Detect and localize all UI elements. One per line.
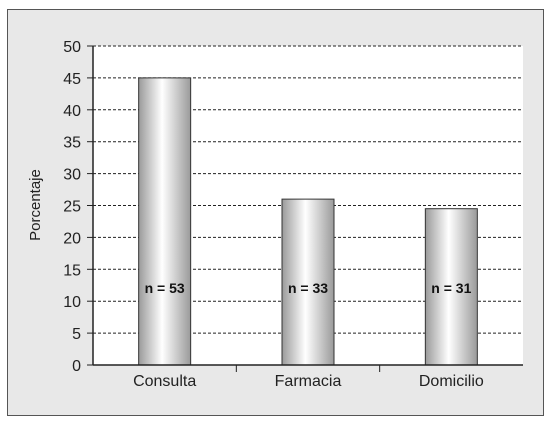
bar-annotation: n = 33 — [288, 280, 328, 296]
y-tick-label: 50 — [63, 39, 81, 56]
x-tick-label: Farmacia — [275, 373, 342, 390]
y-tick-label: 0 — [72, 358, 81, 375]
y-tick-label: 40 — [63, 103, 81, 120]
y-tick-label: 5 — [72, 326, 81, 343]
bar-annotations: n = 53 n = 33 n = 31 — [145, 280, 472, 296]
x-tick-labels: Consulta Farmacia Domicilio — [133, 373, 484, 390]
y-tick-label: 45 — [63, 71, 81, 88]
y-tick-label: 25 — [63, 199, 81, 216]
bar — [281, 198, 335, 366]
bar — [424, 208, 478, 366]
bar — [138, 77, 192, 366]
y-tick-label: 15 — [63, 262, 81, 279]
axes — [87, 45, 523, 372]
bars — [138, 77, 478, 366]
y-tick-label: 20 — [63, 230, 81, 247]
x-tick-label: Consulta — [133, 373, 196, 390]
x-tick-label: Domicilio — [419, 373, 484, 390]
y-tick-labels: 0 5 10 15 20 25 30 35 40 45 50 — [63, 39, 81, 375]
bar-annotation: n = 31 — [431, 280, 471, 296]
y-tick-label: 30 — [63, 167, 81, 184]
bar-annotation: n = 53 — [145, 280, 185, 296]
y-axis-label: Porcentaje — [27, 169, 44, 241]
y-tick-label: 35 — [63, 135, 81, 152]
y-tick-label: 10 — [63, 294, 81, 311]
